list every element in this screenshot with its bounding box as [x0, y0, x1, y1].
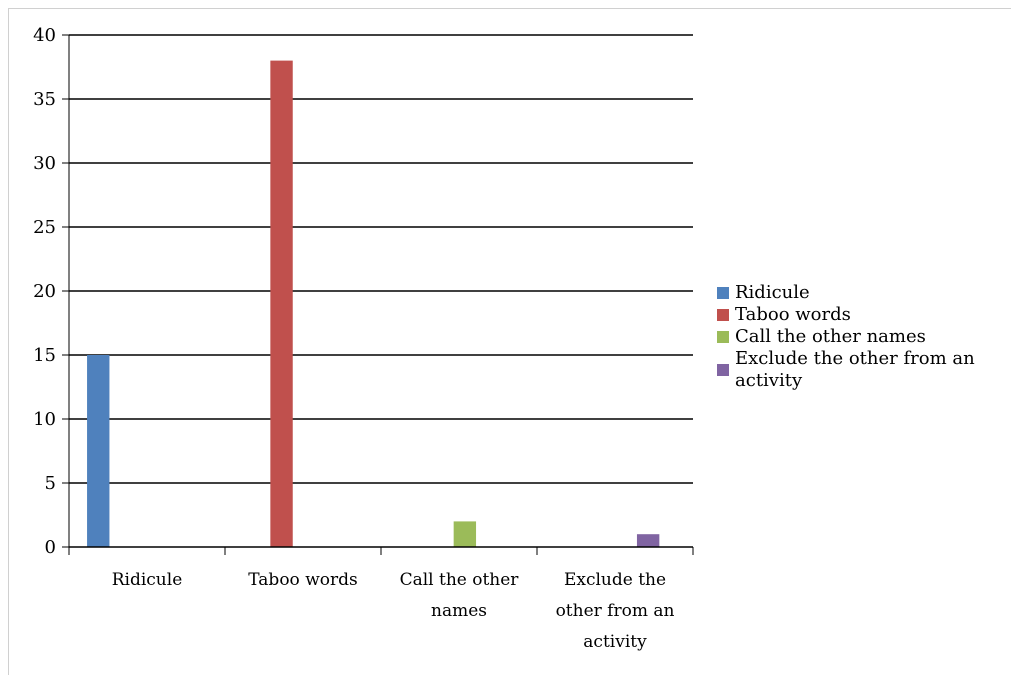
- bar-taboo-words: [270, 60, 293, 547]
- bar-exclude-the-other-from-an-activity: [636, 534, 660, 547]
- chart-frame: [8, 8, 1011, 675]
- y-tick-label: 10: [33, 409, 56, 430]
- legend-label: Ridicule: [735, 282, 810, 303]
- x-category-label: Call the other: [400, 570, 520, 590]
- x-category-label: Ridicule: [112, 570, 183, 590]
- x-category-label: names: [431, 601, 487, 621]
- y-tick-label: 30: [33, 153, 56, 174]
- legend-swatch: [717, 364, 729, 376]
- gridlines: [69, 34, 693, 484]
- legend-swatch: [717, 331, 729, 343]
- legend-swatch: [717, 309, 729, 321]
- y-tick-label: 40: [33, 25, 56, 46]
- y-tick-label: 15: [33, 345, 56, 366]
- x-category-label: activity: [583, 632, 647, 652]
- y-tick-label: 0: [45, 537, 56, 558]
- bar-ridicule: [87, 355, 110, 547]
- legend-swatch: [717, 287, 729, 299]
- x-category-label: Exclude the: [564, 570, 666, 590]
- y-tick-label: 35: [33, 89, 56, 110]
- x-category-label: Taboo words: [248, 570, 357, 590]
- legend-label: activity: [735, 370, 803, 391]
- x-axis-labels: Ridicule Taboo words Call the other names Ex…: [112, 570, 675, 652]
- bar-call-the-other-names: [453, 521, 477, 547]
- legend-label: Exclude the other from an: [735, 348, 975, 369]
- bars: [87, 60, 660, 547]
- axes: [68, 35, 694, 555]
- legend-label: Taboo words: [735, 304, 851, 325]
- y-tick-label: 5: [45, 473, 56, 494]
- legend-label: Call the other names: [735, 326, 926, 347]
- y-axis-ticks: 0 5 10 15 20 25 30 35 40: [33, 25, 69, 558]
- y-tick-label: 20: [33, 281, 56, 302]
- y-tick-label: 25: [33, 217, 56, 238]
- x-category-label: other from an: [556, 601, 675, 621]
